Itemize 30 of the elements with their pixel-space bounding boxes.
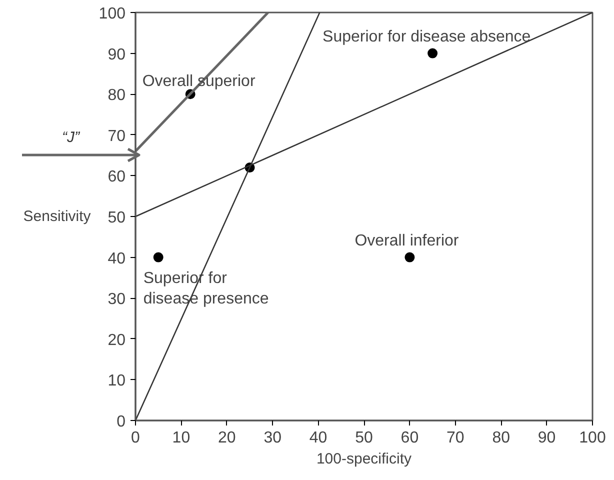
x-tick-label: 0: [131, 430, 140, 446]
x-tick-label: 30: [264, 430, 282, 446]
x-tick-label: 40: [309, 430, 328, 446]
x-tick-label: 80: [492, 430, 510, 446]
point: [404, 252, 415, 262]
y-tick-label: 40: [108, 250, 126, 268]
y-tick-label: 70: [108, 128, 126, 145]
x-tick-label: 70: [446, 430, 464, 446]
x-tick-label: 90: [538, 430, 556, 446]
y-tick-label: 20: [108, 332, 126, 349]
annotation: Superior for disease absence: [322, 28, 531, 46]
x-tick-label: 100: [579, 430, 606, 446]
y-tick-label: 60: [108, 168, 126, 186]
y-tick-label: 10: [108, 372, 126, 390]
text: “J”: [62, 128, 80, 148]
y-tick-label: 50: [108, 210, 126, 226]
y-tick-label: 90: [108, 46, 126, 64]
point: [153, 252, 164, 262]
y-tick-label: 100: [98, 6, 126, 22]
x-axis-title: 100-specificity: [316, 450, 412, 468]
point: [428, 48, 438, 58]
y-axis-title: Sensitivity: [23, 208, 92, 225]
y-tick-label: 80: [108, 87, 126, 104]
x-tick-label: 10: [172, 430, 190, 446]
x-tick-label: 20: [218, 430, 236, 446]
y-tick-label: 30: [108, 291, 126, 308]
x-tick-label: 50: [355, 430, 373, 446]
y-tick-label: 0: [116, 414, 126, 430]
annotation: Overall inferior: [354, 232, 460, 250]
x-tick-label: 60: [400, 430, 419, 446]
